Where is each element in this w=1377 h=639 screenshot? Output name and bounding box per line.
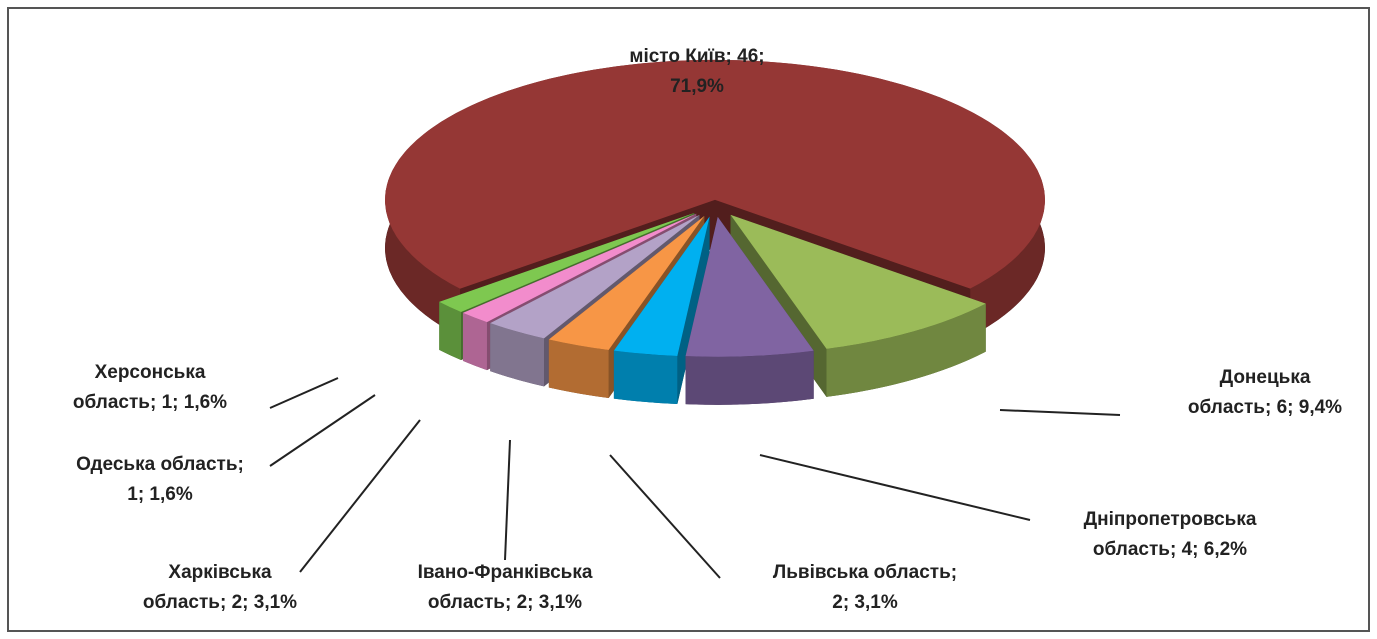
data-label-line: 71,9% (670, 76, 724, 97)
leader-line (269, 377, 339, 409)
slice-top (730, 214, 986, 349)
data-label-line: Одеська область; (76, 454, 244, 475)
data-label: Львівська область; 2; 3,1% (773, 562, 957, 613)
slice-top (384, 59, 1045, 289)
data-label-line: Донецька (1220, 367, 1311, 388)
data-label-line: область; 4; 6,2% (1093, 539, 1247, 560)
data-label-line: Херсонська (95, 362, 206, 383)
slice-top (685, 216, 814, 357)
leader-line (269, 394, 376, 467)
data-label: місто Київ; 46; 71,9% (629, 46, 764, 97)
leader-line (299, 419, 421, 573)
data-label-line: Івано-Франківська (418, 562, 593, 583)
data-label-line: область; 6; 9,4% (1188, 397, 1342, 418)
data-label: Одеська область; 1; 1,6% (76, 454, 244, 505)
data-label-line: 1; 1,6% (127, 484, 193, 505)
data-label: Івано-Франківська область; 2; 3,1% (418, 562, 593, 613)
slice-top (613, 216, 710, 356)
slice-wall (548, 339, 609, 398)
slice-top (490, 214, 700, 339)
data-label-line: Львівська область; (773, 562, 957, 583)
data-label: Харківська область; 2; 3,1% (143, 562, 297, 613)
slice-top (439, 212, 695, 313)
slice-wall (490, 323, 545, 387)
slice-wall (462, 312, 487, 371)
data-label-line: область; 2; 3,1% (428, 592, 582, 613)
leader-line (504, 439, 511, 561)
data-label-line: область; 2; 3,1% (143, 592, 297, 613)
data-label: Донецька область; 6; 9,4% (1188, 367, 1342, 418)
slice-top (462, 213, 697, 323)
leader-line (609, 454, 721, 579)
slice-wall (613, 350, 678, 404)
slice (613, 216, 710, 404)
slice-wall (439, 301, 462, 361)
slice-top (548, 215, 705, 350)
slice (685, 216, 814, 405)
slice-wall (685, 350, 814, 405)
leader-line (759, 454, 1031, 521)
data-label: Херсонська область; 1; 1,6% (73, 362, 227, 413)
data-label-line: область; 1; 1,6% (73, 392, 227, 413)
data-label-line: Дніпропетровська (1084, 509, 1257, 530)
leader-line (999, 409, 1121, 416)
data-label-line: Харківська (168, 562, 272, 583)
slice-wall (826, 303, 986, 397)
data-label: Дніпропетровська область; 4; 6,2% (1084, 509, 1257, 560)
data-label-line: місто Київ; 46; (629, 46, 764, 67)
data-label-line: 2; 3,1% (832, 592, 898, 613)
